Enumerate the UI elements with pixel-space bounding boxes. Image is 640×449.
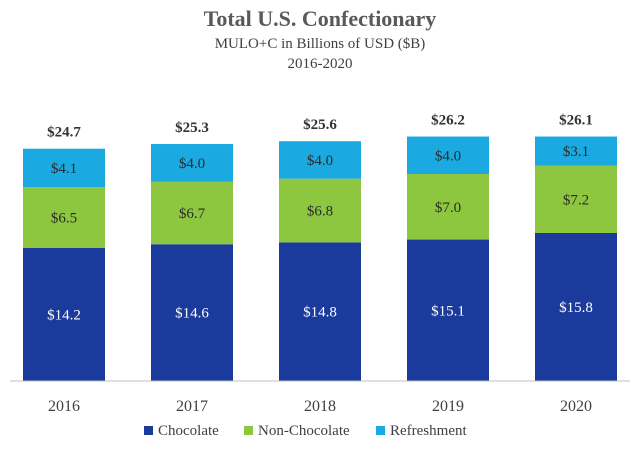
x-tick-2020: 2020 — [560, 398, 592, 415]
data-label-chocolate-2020: $15.8 — [559, 300, 593, 316]
legend-label-refreshment: Refreshment — [390, 423, 467, 439]
bar-segment-non-chocolate-2018 — [279, 178, 361, 243]
bar-segment-refreshment-2017 — [151, 144, 233, 182]
x-tick-2016: 2016 — [48, 398, 80, 415]
data-label-non-chocolate-2020: $7.2 — [563, 192, 589, 208]
bar-segment-refreshment-2019 — [407, 136, 489, 174]
data-label-refreshment-2018: $4.0 — [307, 153, 333, 169]
data-label-refreshment-2020: $3.1 — [563, 144, 589, 160]
total-label-2016: $24.7 — [47, 125, 81, 141]
total-label-2018: $25.6 — [303, 117, 337, 133]
bar-segment-refreshment-2016 — [23, 148, 105, 188]
data-label-chocolate-2016: $14.2 — [47, 307, 81, 323]
x-tick-2018: 2018 — [304, 398, 336, 415]
bar-segment-refreshment-2018 — [279, 141, 361, 179]
data-label-refreshment-2016: $4.1 — [51, 161, 77, 177]
chart-subtitle-units: MULO+C in Billions of USD ($B) — [215, 36, 426, 52]
x-tick-2017: 2017 — [176, 398, 208, 415]
x-tick-labels: 2016 2017 2018 2019 2020 — [48, 398, 592, 415]
data-label-chocolate-2019: $15.1 — [431, 303, 465, 319]
legend-swatch-non-chocolate — [244, 426, 253, 435]
bar-segment-non-chocolate-2020 — [535, 165, 617, 234]
data-label-non-chocolate-2018: $6.8 — [307, 204, 333, 220]
bar-segment-non-chocolate-2016 — [23, 187, 105, 248]
data-label-non-chocolate-2016: $6.5 — [51, 211, 77, 227]
legend-label-non-chocolate: Non-Chocolate — [258, 423, 350, 439]
bar-segment-refreshment-2020 — [535, 136, 617, 166]
legend: Chocolate Non-Chocolate Refreshment — [144, 423, 467, 439]
chart-title: Total U.S. Confectionary — [204, 6, 437, 31]
data-label-refreshment-2019: $4.0 — [435, 148, 461, 164]
total-label-2017: $25.3 — [175, 120, 209, 136]
chart-subtitle-years: 2016-2020 — [288, 56, 353, 72]
bar-segment-chocolate-2017 — [151, 244, 233, 381]
data-label-chocolate-2017: $14.6 — [175, 306, 209, 322]
data-label-refreshment-2017: $4.0 — [179, 156, 205, 172]
legend-swatch-chocolate — [144, 426, 153, 435]
bar-segment-chocolate-2018 — [279, 242, 361, 381]
bar-segment-non-chocolate-2017 — [151, 181, 233, 245]
legend-swatch-refreshment — [376, 426, 385, 435]
legend-label-chocolate: Chocolate — [158, 423, 219, 439]
bars-group: $14.2 $6.5 $4.1 $24.7 $14.6 $6.7 $4.0 $25.3 $14.… — [23, 113, 617, 381]
bar-segment-chocolate-2016 — [23, 247, 105, 381]
data-label-non-chocolate-2017: $6.7 — [179, 206, 206, 222]
bar-segment-chocolate-2019 — [407, 239, 489, 381]
data-label-chocolate-2018: $14.8 — [303, 305, 337, 321]
bar-segment-chocolate-2020 — [535, 233, 617, 381]
data-label-non-chocolate-2019: $7.0 — [435, 200, 461, 216]
x-tick-2019: 2019 — [432, 398, 464, 415]
total-label-2019: $26.2 — [431, 113, 465, 129]
bar-segment-non-chocolate-2019 — [407, 173, 489, 240]
total-label-2020: $26.1 — [559, 113, 593, 129]
